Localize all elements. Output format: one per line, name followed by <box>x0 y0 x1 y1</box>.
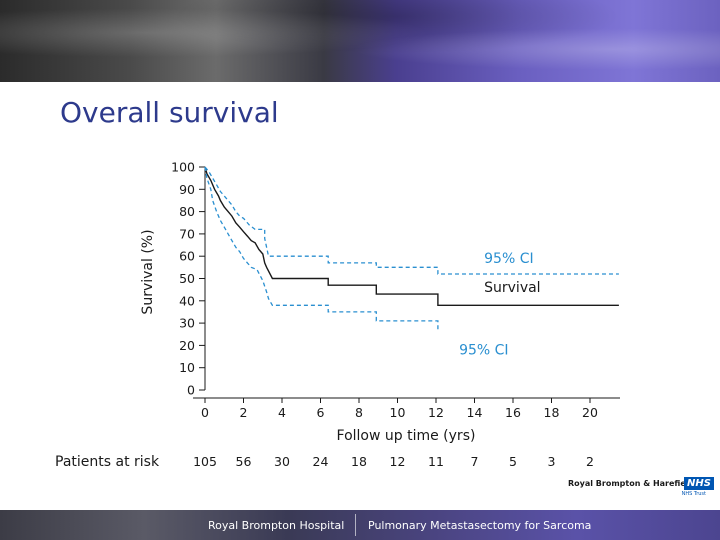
y-tick-label: 30 <box>179 316 195 331</box>
x-tick-label: 10 <box>390 405 406 420</box>
x-tick-label: 14 <box>467 405 483 420</box>
y-tick-label: 60 <box>179 249 195 264</box>
risk-count: 105 <box>193 454 217 469</box>
series-annotation: 95% CI <box>484 251 533 267</box>
footer-bar: Royal Brompton Hospital Pulmonary Metast… <box>0 510 720 540</box>
x-tick-label: 2 <box>240 405 248 420</box>
slide-title: Overall survival <box>60 96 279 129</box>
survival-line <box>204 166 619 306</box>
series-annotation: Survival <box>484 280 540 296</box>
y-tick-label: 0 <box>187 383 195 398</box>
ci-lower-line <box>204 166 439 330</box>
banner-texture <box>0 0 720 82</box>
footer-left-text: Royal Brompton Hospital <box>208 519 345 532</box>
hospital-logo: Royal Brompton & Harefield NHS NHS Trust <box>566 476 714 497</box>
risk-count: 5 <box>509 454 517 469</box>
risk-table: 105 56 30 24 18 12 11 7 5 3 2 <box>193 454 594 469</box>
y-ticks: 0 10 20 30 40 50 60 70 80 90 100 <box>171 160 205 398</box>
risk-count: 56 <box>236 454 252 469</box>
x-axis-title: Follow up time (yrs) <box>337 428 476 444</box>
risk-count: 11 <box>428 454 444 469</box>
risk-count: 2 <box>586 454 594 469</box>
y-tick-label: 20 <box>179 338 195 353</box>
x-ticks: 0 2 4 6 8 10 12 14 16 18 20 <box>201 398 598 420</box>
y-tick-label: 100 <box>171 160 195 175</box>
y-tick-label: 40 <box>179 293 195 308</box>
y-axis-title: Survival (%) <box>140 229 156 314</box>
risk-count: 12 <box>390 454 406 469</box>
logo-subtext: NHS Trust <box>681 491 706 497</box>
risk-count: 18 <box>351 454 367 469</box>
y-tick-label: 90 <box>179 182 195 197</box>
y-tick-label: 50 <box>179 271 195 286</box>
x-tick-label: 6 <box>317 405 325 420</box>
x-tick-label: 20 <box>582 405 598 420</box>
risk-count: 7 <box>471 454 479 469</box>
logo-text: Royal Brompton & Harefield <box>568 479 695 488</box>
ci-upper-line <box>204 166 619 275</box>
risk-count: 30 <box>274 454 290 469</box>
risk-count: 3 <box>548 454 556 469</box>
header-banner <box>0 0 720 82</box>
x-tick-label: 12 <box>428 405 444 420</box>
series-layer <box>204 166 619 330</box>
y-tick-label: 70 <box>179 226 195 241</box>
x-tick-label: 4 <box>278 405 286 420</box>
risk-count: 24 <box>313 454 329 469</box>
risk-table-label: Patients at risk <box>55 454 160 470</box>
footer-right-text: Pulmonary Metastasectomy for Sarcoma <box>368 519 592 532</box>
annotation-layer: 95% CI Survival 95% CI <box>459 251 540 358</box>
x-tick-label: 16 <box>505 405 521 420</box>
series-annotation: 95% CI <box>459 342 508 358</box>
x-tick-label: 8 <box>355 405 363 420</box>
footer-separator <box>355 514 356 536</box>
nhs-badge: NHS <box>684 477 714 490</box>
x-tick-label: 18 <box>544 405 560 420</box>
y-tick-label: 80 <box>179 204 195 219</box>
x-tick-label: 0 <box>201 405 209 420</box>
y-tick-label: 10 <box>179 360 195 375</box>
